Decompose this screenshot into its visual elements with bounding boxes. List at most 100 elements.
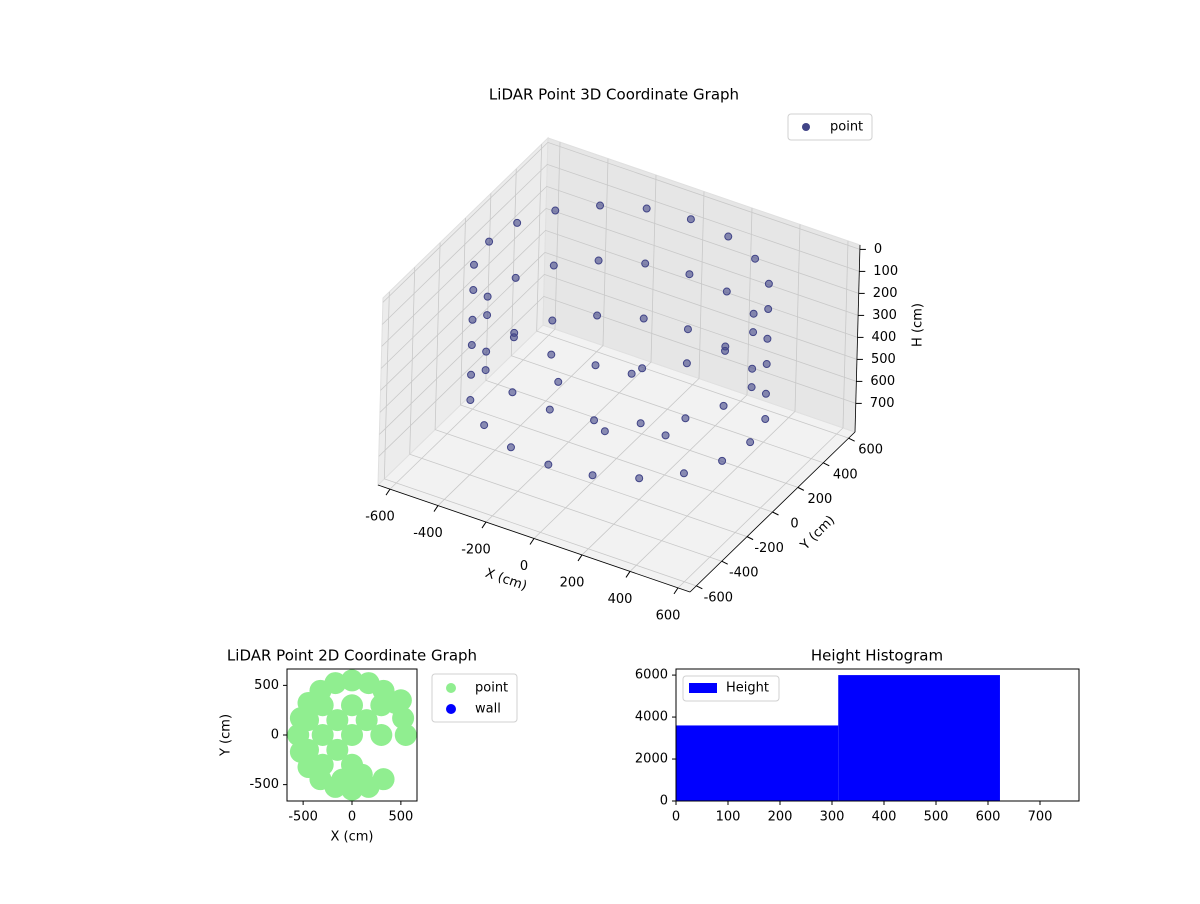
point xyxy=(469,260,478,269)
point xyxy=(638,364,647,373)
y-tick-label: 0 xyxy=(790,517,798,532)
y-tick-label: -600 xyxy=(704,590,734,605)
point xyxy=(467,341,476,350)
grid-line xyxy=(536,144,849,439)
point xyxy=(761,389,770,398)
x-tick-label: 200 xyxy=(768,810,793,825)
z-tick-label: 700 xyxy=(870,396,895,411)
point xyxy=(748,364,757,373)
legend-box xyxy=(787,113,873,141)
point xyxy=(483,292,492,301)
point xyxy=(331,768,354,791)
grid-line xyxy=(677,240,849,589)
tick-mark xyxy=(696,585,703,590)
x-tick-label: 700 xyxy=(1028,810,1053,825)
chart-title: LiDAR Point 2D Coordinate Graph xyxy=(227,647,477,665)
point xyxy=(762,360,771,369)
y-tick-label: 0 xyxy=(660,794,668,809)
tick-mark xyxy=(797,486,805,491)
point xyxy=(682,359,691,368)
point xyxy=(511,273,520,282)
point xyxy=(642,204,651,213)
point xyxy=(468,315,477,324)
point xyxy=(545,405,554,414)
point xyxy=(481,366,490,375)
y-tick-label: 0 xyxy=(271,728,279,743)
point xyxy=(596,201,605,210)
point xyxy=(510,328,519,337)
point xyxy=(547,350,556,359)
point xyxy=(635,474,644,483)
point xyxy=(326,709,349,732)
point xyxy=(681,414,690,423)
y-tick-label: 500 xyxy=(254,678,279,693)
point xyxy=(686,215,695,224)
point xyxy=(636,419,645,428)
y-axis-label: Y (cm) xyxy=(219,714,234,757)
z-tick-label: 500 xyxy=(871,352,896,367)
point xyxy=(370,724,393,746)
point xyxy=(722,287,731,296)
grid-line xyxy=(380,229,858,391)
axes-frame xyxy=(675,668,1080,802)
point xyxy=(297,738,320,761)
point xyxy=(355,709,378,732)
grid-line xyxy=(485,175,657,523)
tick-mark xyxy=(625,571,631,578)
bar xyxy=(676,725,839,801)
point xyxy=(341,669,363,692)
point xyxy=(549,261,558,270)
point xyxy=(719,401,728,410)
y-tick-label: 400 xyxy=(833,467,858,482)
point xyxy=(683,325,692,334)
grid-line xyxy=(533,191,705,539)
point xyxy=(749,328,758,337)
point xyxy=(554,377,563,386)
point xyxy=(370,694,393,717)
point xyxy=(467,370,476,379)
point xyxy=(311,753,334,776)
x-tick-label: -200 xyxy=(461,543,491,558)
point xyxy=(341,724,363,746)
point xyxy=(469,286,478,295)
grid-line xyxy=(383,291,697,587)
tick-mark xyxy=(823,462,830,467)
legend-label: point xyxy=(830,120,863,135)
point xyxy=(326,738,349,761)
point xyxy=(594,256,603,265)
point xyxy=(764,305,773,314)
plot-area xyxy=(287,669,417,801)
grid-line xyxy=(434,242,748,537)
point xyxy=(590,416,599,425)
grid-line xyxy=(485,193,799,488)
x-tick-label: 0 xyxy=(520,559,528,574)
point xyxy=(679,469,688,478)
z-tick-label: 100 xyxy=(873,264,898,279)
point xyxy=(480,421,489,430)
y-tick-label: 600 xyxy=(858,443,883,458)
z-axis-label: H (cm) xyxy=(911,303,926,347)
x-tick-label: 300 xyxy=(820,810,845,825)
grid-line xyxy=(379,273,857,435)
grid-line xyxy=(510,168,824,464)
x-tick-label: 400 xyxy=(608,592,633,607)
legend-label: point xyxy=(475,681,508,696)
grid-line xyxy=(629,224,801,572)
tick-mark xyxy=(673,587,679,595)
x-tick-label: 200 xyxy=(560,575,585,590)
grid-line xyxy=(389,142,561,490)
grid-line xyxy=(581,207,753,556)
point xyxy=(466,396,475,405)
y-tick-label: 4000 xyxy=(635,710,668,725)
tick-mark xyxy=(848,437,855,442)
point xyxy=(685,270,694,279)
point xyxy=(357,672,380,695)
x-tick-label: 500 xyxy=(388,810,413,825)
point xyxy=(764,279,773,288)
point xyxy=(591,361,600,370)
grid-line xyxy=(460,217,773,513)
point xyxy=(721,342,730,351)
x-tick-label: 400 xyxy=(872,810,897,825)
y-tick-label: 200 xyxy=(807,492,832,507)
legend-label: wall xyxy=(475,702,501,717)
